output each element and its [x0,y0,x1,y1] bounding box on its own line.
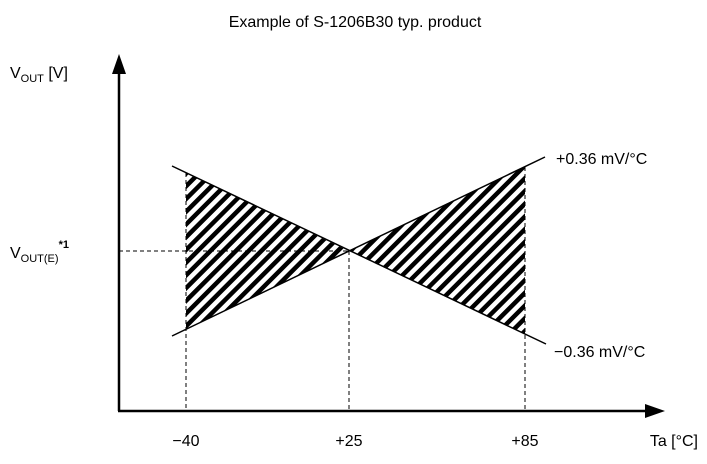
positive-slope-line [171,156,546,337]
x-tick-label: +85 [511,433,538,450]
x-tick-label: +25 [335,433,362,450]
x-axis-arrow [645,404,665,418]
positive-slope-label: +0.36 mV/°C [556,151,647,168]
x-tick-label: −40 [172,433,199,450]
y-axis-arrow [112,54,126,74]
reference-voltage-label: VOUT(E)*1 [10,239,69,265]
negative-slope-line [171,165,547,345]
negative-slope-label: −0.36 mV/°C [554,344,645,361]
x-axis-label: Ta [°C] [650,433,698,450]
y-axis-label: VOUT [V] [10,65,68,85]
diagram-title: Example of S-1206B30 typ. product [229,14,482,31]
